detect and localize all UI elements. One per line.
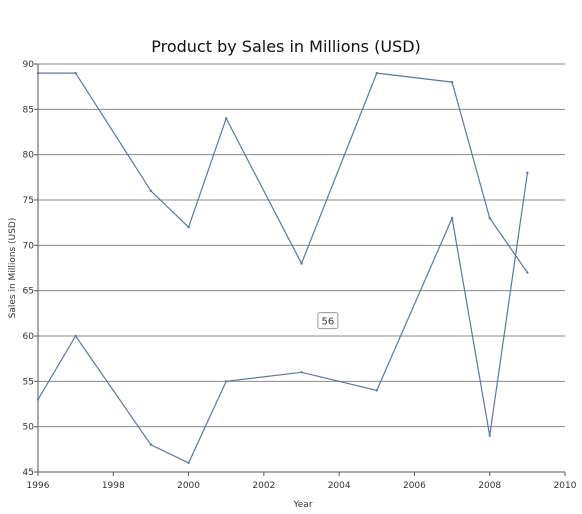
data-point	[489, 217, 491, 219]
y-tick-labels: 45 50 55 60 65 70 75 80 85 90	[23, 60, 35, 478]
data-point	[376, 72, 378, 74]
data-point	[225, 380, 227, 382]
x-tick-label-2006: 2006	[403, 481, 426, 491]
chart-title: Product by Sales in Millions (USD)	[151, 37, 421, 56]
data-point	[187, 462, 189, 464]
y-tick-label-80: 80	[23, 151, 35, 161]
y-tick-label-65: 65	[23, 287, 34, 297]
data-point	[300, 262, 302, 264]
data-point	[451, 81, 453, 83]
data-point	[187, 226, 189, 228]
x-tick-label-2010: 2010	[554, 481, 577, 491]
x-tick-label-2004: 2004	[328, 481, 351, 491]
data-point	[526, 271, 528, 273]
x-axis-label: Year	[292, 500, 312, 510]
data-point	[150, 444, 152, 446]
data-point	[74, 335, 76, 337]
data-point	[74, 72, 76, 74]
x-tick-label-2008: 2008	[478, 481, 501, 491]
x-tick-label-2000: 2000	[177, 481, 200, 491]
y-tick-label-85: 85	[23, 105, 34, 115]
data-point	[489, 435, 491, 437]
series-line-1	[38, 73, 527, 272]
data-point	[225, 117, 227, 119]
data-point	[37, 72, 39, 74]
y-tick-label-70: 70	[23, 241, 35, 251]
x-tick-label-1996: 1996	[27, 481, 50, 491]
y-tick-label-90: 90	[23, 60, 35, 70]
data-point	[526, 172, 528, 174]
y-tick-label-55: 55	[23, 377, 34, 387]
y-tick-label-50: 50	[23, 423, 35, 433]
data-point	[37, 398, 39, 400]
axes	[34, 64, 565, 476]
y-tick-label-45: 45	[23, 468, 34, 478]
y-tick-label-60: 60	[23, 332, 35, 342]
data-tooltip: 56	[318, 313, 338, 329]
series-lines	[37, 72, 529, 464]
data-point	[150, 190, 152, 192]
y-tick-label-75: 75	[23, 196, 34, 206]
tooltip-value: 56	[321, 317, 334, 328]
x-tick-label-1998: 1998	[102, 481, 125, 491]
data-point	[376, 389, 378, 391]
y-axis-label: Sales in Millions (USD)	[8, 218, 18, 319]
data-point	[300, 371, 302, 373]
series-line-2	[38, 173, 527, 463]
x-tick-label-2002: 2002	[252, 481, 275, 491]
data-point	[451, 217, 453, 219]
x-tick-labels: 1996 1998 2000 2002 2004 2006 2008 2010	[27, 481, 577, 491]
